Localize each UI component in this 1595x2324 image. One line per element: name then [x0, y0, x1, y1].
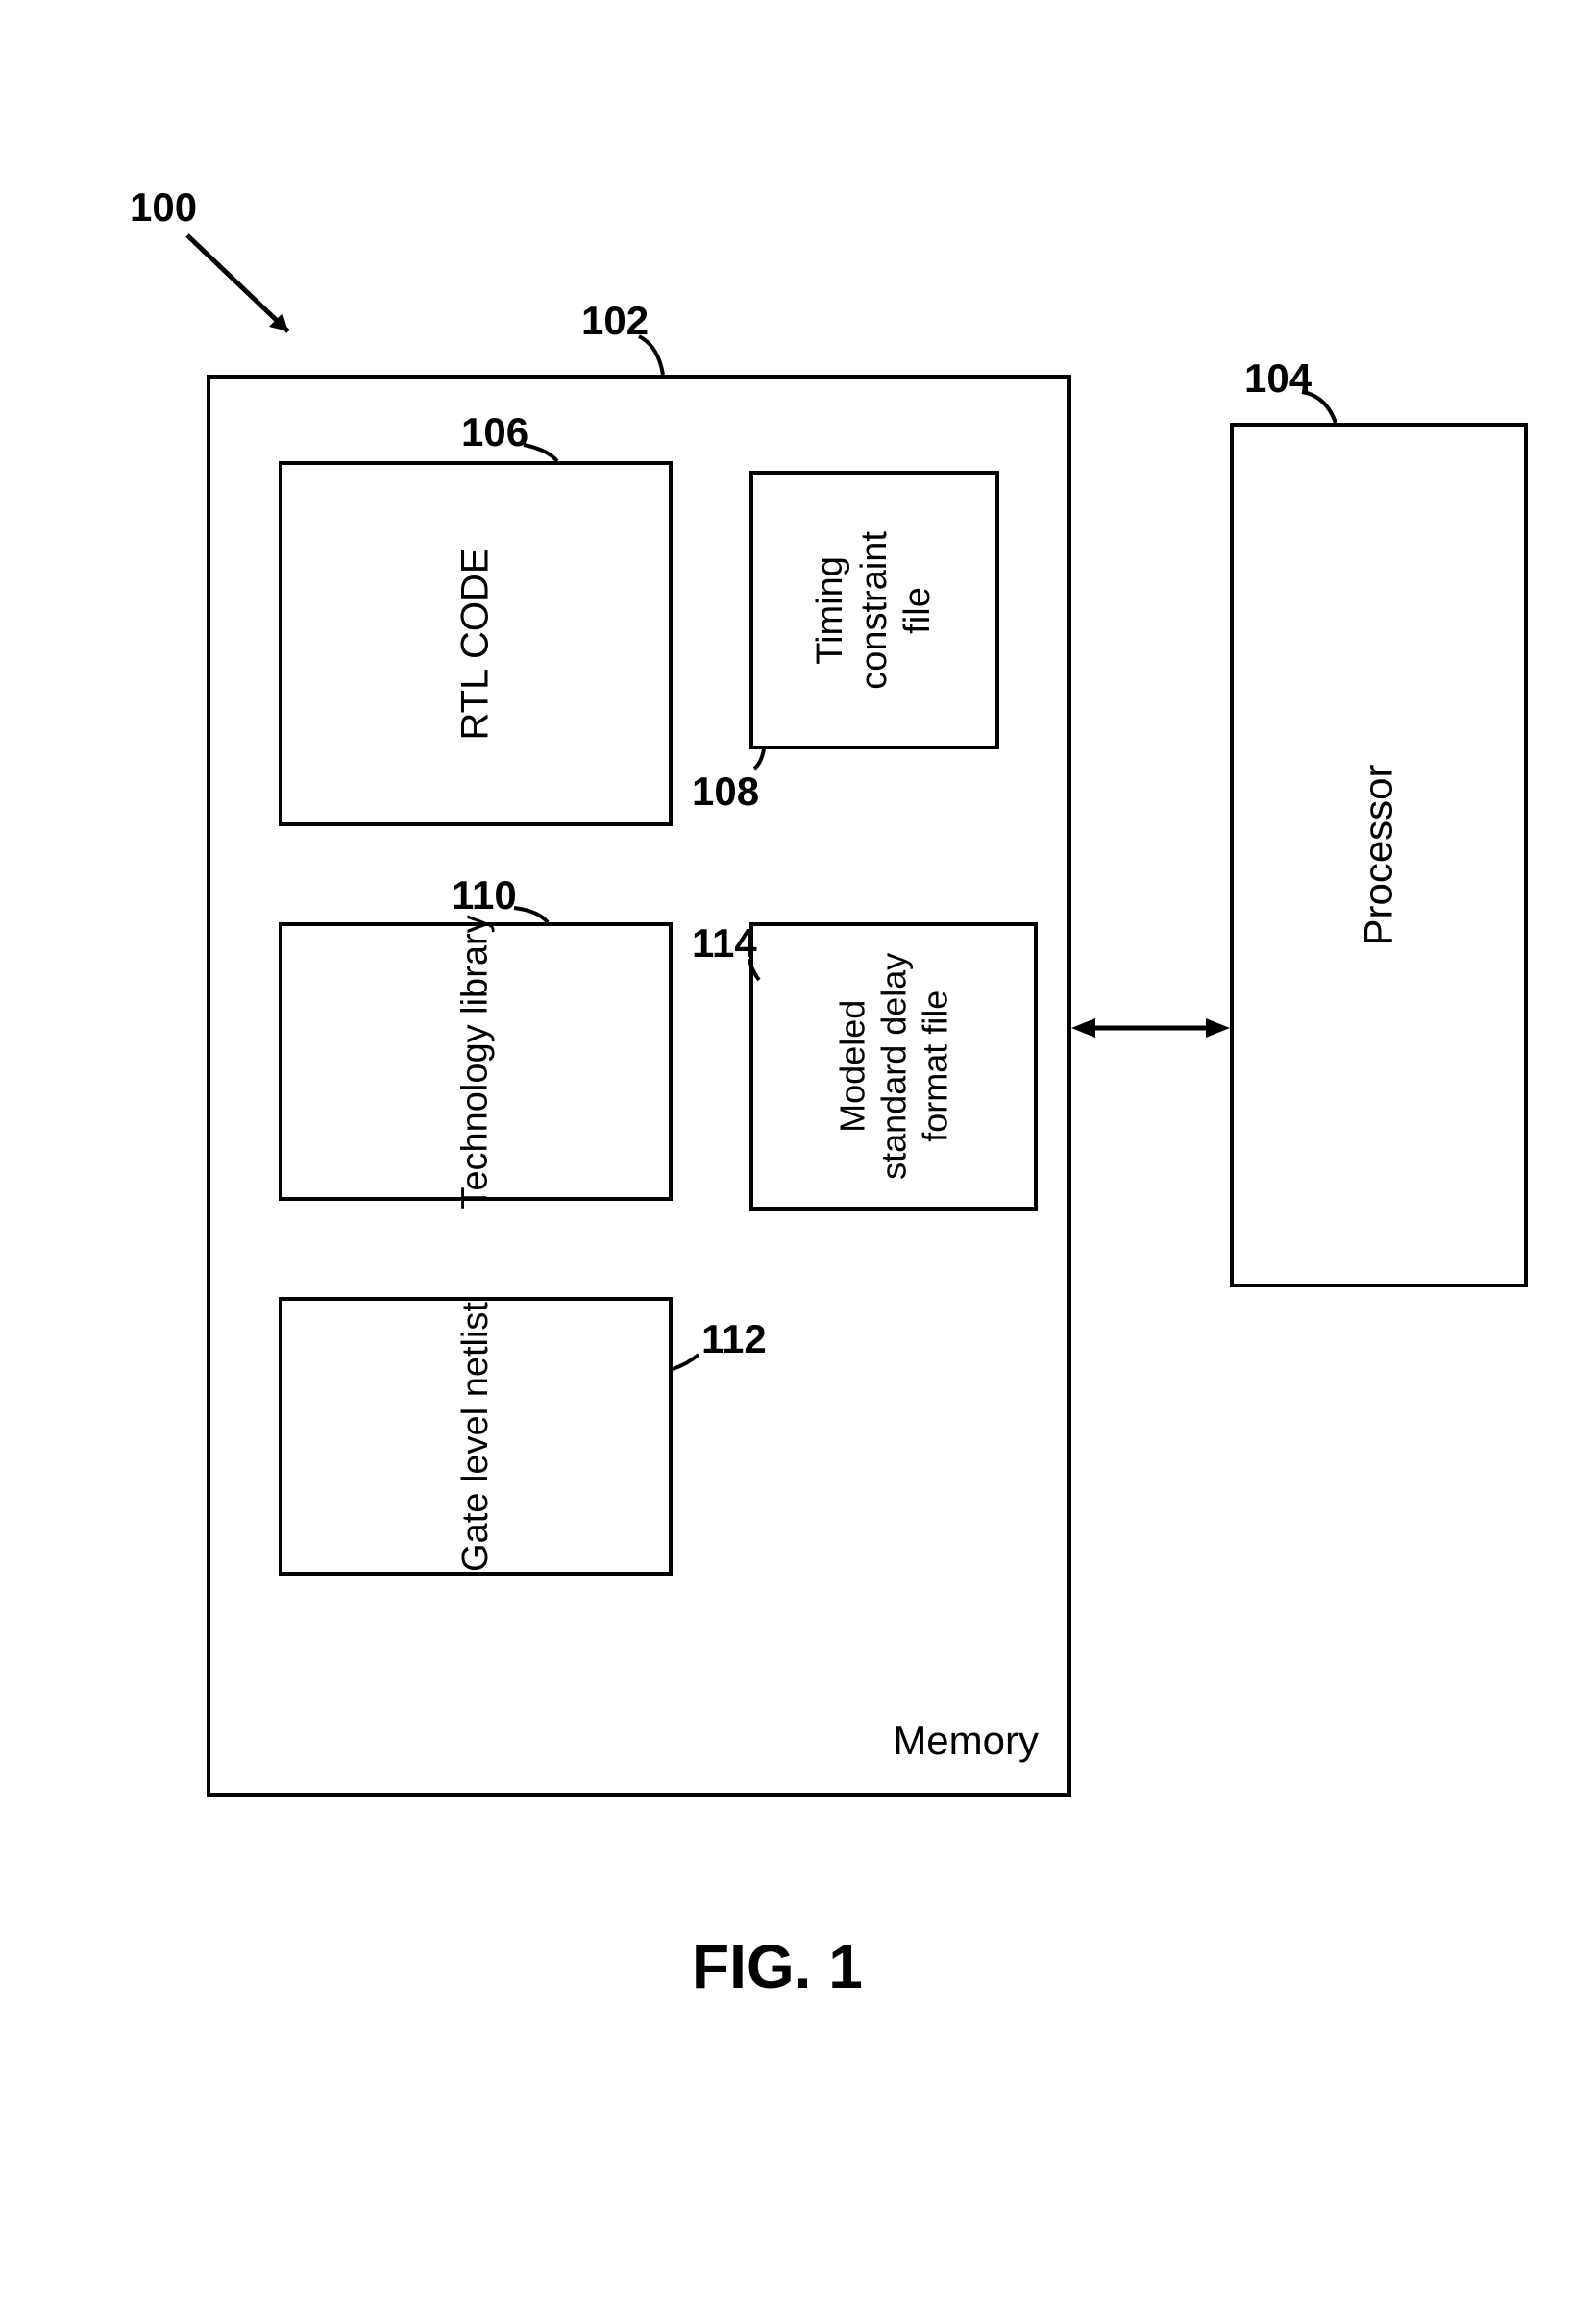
modeled-sdf-ref-label: 114 — [692, 920, 757, 966]
tech-library-ref-label: 110 — [452, 872, 517, 918]
figure-label: FIG. 1 — [692, 1931, 863, 2002]
tech-library-label: Technology library — [454, 915, 496, 1209]
timing-constraint-box: Timing constraint file — [749, 471, 999, 749]
processor-box: Processor — [1230, 423, 1528, 1287]
figure-1-diagram: 100 Memory 102 Processor 104 RTL CODE 10… — [0, 0, 1595, 2324]
memory-label: Memory — [893, 1718, 1039, 1764]
gate-netlist-label: Gate level netlist — [454, 1302, 496, 1572]
tech-library-box: Technology library — [279, 922, 673, 1201]
processor-ref-label: 104 — [1244, 355, 1312, 402]
memory-ref-label: 102 — [581, 298, 649, 344]
rtl-code-ref-label: 106 — [461, 409, 528, 455]
processor-label: Processor — [1356, 764, 1402, 945]
system-ref-label: 100 — [130, 184, 197, 231]
gate-netlist-ref-label: 112 — [701, 1316, 767, 1362]
rtl-code-label: RTL CODE — [454, 548, 497, 740]
timing-constraint-label: Timing constraint file — [809, 531, 941, 690]
rtl-code-box: RTL CODE — [279, 461, 673, 826]
modeled-sdf-box: Modeled standard delay format file — [749, 922, 1038, 1211]
timing-constraint-ref-label: 108 — [692, 769, 759, 815]
gate-netlist-box: Gate level netlist — [279, 1297, 673, 1576]
modeled-sdf-label: Modeled standard delay format file — [831, 953, 956, 1180]
